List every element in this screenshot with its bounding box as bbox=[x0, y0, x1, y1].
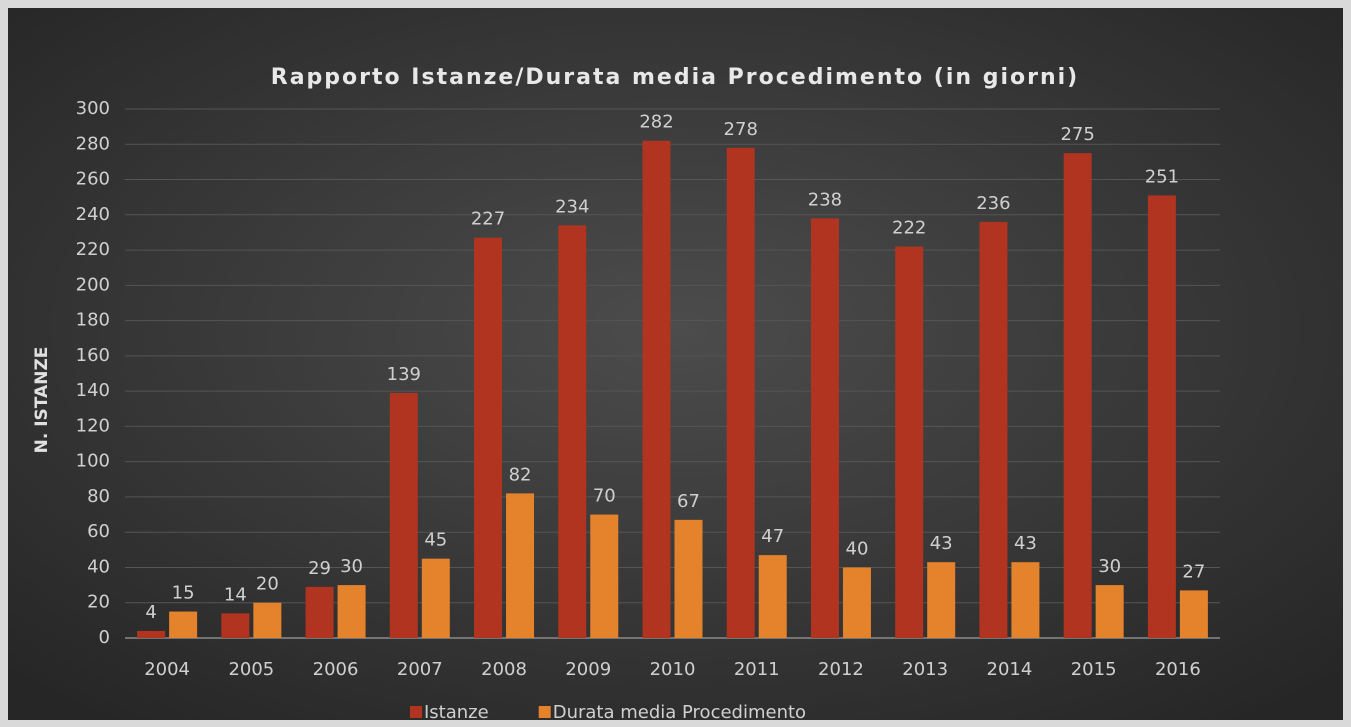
data-label: 139 bbox=[387, 364, 421, 385]
y-tick-label: 120 bbox=[76, 415, 110, 436]
bar bbox=[810, 218, 839, 638]
y-tick-label: 140 bbox=[76, 380, 110, 401]
x-tick-label: 2007 bbox=[397, 659, 443, 680]
bar bbox=[169, 611, 198, 638]
bar bbox=[305, 586, 334, 638]
bar bbox=[421, 558, 450, 638]
y-axis-title: N. ISTANZE bbox=[32, 347, 52, 454]
y-tick-label: 220 bbox=[76, 239, 110, 260]
data-label: 4 bbox=[145, 602, 156, 623]
y-tick-label: 160 bbox=[76, 345, 110, 366]
data-label: 222 bbox=[892, 218, 926, 239]
bar bbox=[979, 221, 1008, 638]
data-label: 82 bbox=[509, 464, 532, 485]
data-label: 236 bbox=[976, 193, 1010, 214]
bar bbox=[1063, 153, 1092, 639]
bar bbox=[253, 602, 282, 638]
y-tick-label: 300 bbox=[76, 98, 110, 119]
data-label: 227 bbox=[471, 209, 505, 230]
data-label: 15 bbox=[172, 583, 195, 604]
data-label: 40 bbox=[846, 538, 869, 559]
bar bbox=[389, 392, 418, 638]
y-tick-label: 280 bbox=[76, 133, 110, 154]
legend-label: Istanze bbox=[424, 702, 489, 723]
data-label: 282 bbox=[639, 112, 673, 133]
data-label: 45 bbox=[424, 530, 447, 551]
bar bbox=[1095, 585, 1124, 638]
bar bbox=[137, 630, 166, 638]
bar bbox=[1011, 562, 1040, 638]
data-label: 27 bbox=[1182, 561, 1205, 582]
x-tick-label: 2010 bbox=[650, 659, 696, 680]
bar bbox=[927, 562, 956, 638]
data-label: 67 bbox=[677, 491, 700, 512]
bar bbox=[590, 514, 619, 638]
bar bbox=[337, 585, 366, 638]
data-label: 47 bbox=[761, 526, 784, 547]
bar bbox=[474, 237, 503, 638]
x-tick-label: 2015 bbox=[1071, 659, 1117, 680]
y-tick-label: 60 bbox=[87, 521, 110, 542]
data-label: 30 bbox=[1098, 556, 1121, 577]
bar bbox=[1147, 195, 1176, 639]
x-tick-label: 2006 bbox=[313, 659, 359, 680]
bar bbox=[642, 140, 671, 639]
bar bbox=[726, 147, 755, 638]
y-tick-label: 80 bbox=[87, 486, 110, 507]
data-label: 20 bbox=[256, 574, 279, 595]
data-label: 234 bbox=[555, 196, 589, 217]
data-label: 14 bbox=[224, 584, 247, 605]
data-label: 30 bbox=[340, 556, 363, 577]
y-tick-label: 200 bbox=[76, 274, 110, 295]
y-tick-label: 240 bbox=[76, 204, 110, 225]
bar bbox=[1179, 590, 1208, 638]
bar bbox=[758, 555, 787, 638]
data-label: 70 bbox=[593, 486, 616, 507]
y-tick-label: 40 bbox=[87, 556, 110, 577]
x-tick-label: 2014 bbox=[987, 659, 1033, 680]
y-tick-label: 260 bbox=[76, 169, 110, 190]
data-label: 275 bbox=[1060, 124, 1094, 145]
x-tick-label: 2011 bbox=[734, 659, 780, 680]
x-tick-label: 2008 bbox=[481, 659, 527, 680]
data-label: 29 bbox=[308, 558, 331, 579]
data-label: 43 bbox=[930, 533, 953, 554]
bar bbox=[221, 613, 250, 638]
y-tick-label: 20 bbox=[87, 592, 110, 613]
chart-title: Rapporto Istanze/Durata media Procedimen… bbox=[271, 65, 1079, 90]
y-tick-label: 180 bbox=[76, 310, 110, 331]
legend-swatch bbox=[410, 706, 422, 718]
data-label: 238 bbox=[808, 189, 842, 210]
y-tick-label: 0 bbox=[99, 627, 110, 648]
x-tick-label: 2016 bbox=[1155, 659, 1201, 680]
bar bbox=[506, 493, 535, 638]
data-label: 251 bbox=[1145, 166, 1179, 187]
x-tick-label: 2009 bbox=[565, 659, 611, 680]
x-tick-label: 2004 bbox=[144, 659, 190, 680]
data-label: 43 bbox=[1014, 533, 1037, 554]
legend-label: Durata media Procedimento bbox=[553, 702, 806, 723]
bar bbox=[895, 246, 924, 639]
x-tick-label: 2005 bbox=[228, 659, 274, 680]
bar bbox=[558, 225, 587, 638]
bar bbox=[674, 519, 703, 638]
data-label: 278 bbox=[724, 119, 758, 140]
x-tick-label: 2013 bbox=[902, 659, 948, 680]
x-tick-label: 2012 bbox=[818, 659, 864, 680]
legend-swatch bbox=[538, 706, 551, 718]
y-tick-label: 100 bbox=[76, 451, 110, 472]
bar bbox=[842, 567, 871, 638]
